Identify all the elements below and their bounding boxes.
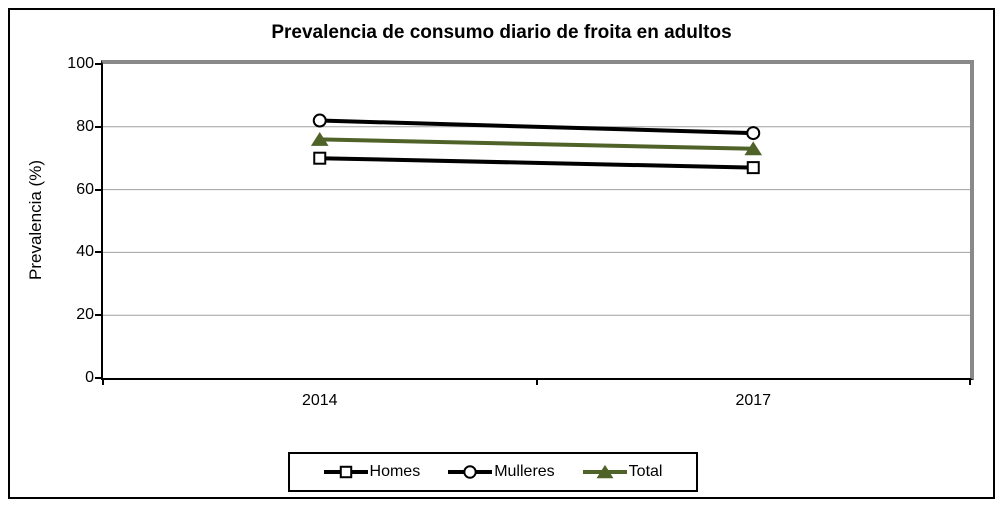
y-tick-label: 40 (76, 243, 94, 261)
legend-label: Mulleres (494, 463, 555, 480)
y-tick-mark (95, 251, 102, 254)
y-tick-mark (95, 377, 102, 379)
circle-marker (746, 126, 761, 141)
x-tick-label: 2014 (301, 392, 338, 409)
series-line-total (319, 137, 754, 151)
plot-canvas (103, 113, 970, 316)
x-tick-label: 2017 (735, 392, 772, 409)
series-line-mulleres (319, 118, 754, 136)
circle-marker (463, 465, 477, 479)
triangle-marker (596, 464, 614, 479)
square-marker (746, 161, 760, 175)
triangle-marker (744, 141, 763, 156)
y-tick-mark (95, 188, 102, 191)
x-tick-mark (535, 378, 538, 385)
y-tick-label: 100 (67, 55, 94, 72)
square-marker (339, 465, 352, 479)
legend-triangle-glyph (582, 464, 627, 479)
legend: Homes Mulleres Total (288, 452, 698, 492)
y-tick-label: 80 (76, 117, 94, 135)
legend-item-mulleres: Mulleres (448, 463, 555, 481)
y-tick-label: 0 (85, 369, 94, 386)
square-marker (313, 151, 327, 165)
x-tick-mark (102, 378, 104, 385)
y-tick-label: 60 (76, 180, 94, 198)
legend-square-glyph (323, 465, 368, 479)
triangle-marker (310, 131, 329, 146)
legend-label: Total (628, 463, 663, 480)
y-tick-label: 20 (76, 306, 94, 324)
legend-item-total: Total (582, 463, 663, 481)
series-line-homes (319, 156, 754, 170)
legend-item-homes: Homes (323, 463, 421, 481)
legend-label: Homes (369, 463, 421, 480)
legend-circle-glyph (448, 465, 493, 479)
figure-border (8, 8, 995, 499)
y-tick-mark (95, 63, 102, 65)
chart-title: Prevalencia de consumo diario de froita … (271, 22, 732, 43)
x-tick-mark (969, 378, 971, 385)
circle-marker (312, 113, 327, 128)
plot-area (101, 60, 974, 380)
y-tick-mark (95, 314, 102, 317)
y-tick-mark (95, 125, 102, 128)
